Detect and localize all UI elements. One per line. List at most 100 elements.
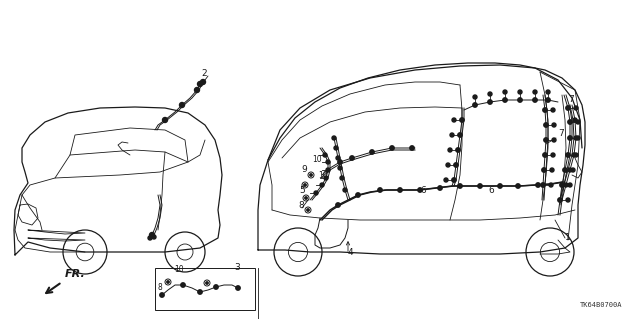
Circle shape — [541, 183, 545, 187]
Circle shape — [338, 166, 342, 170]
Circle shape — [350, 156, 354, 160]
Circle shape — [314, 191, 318, 195]
Circle shape — [533, 90, 537, 94]
Circle shape — [488, 92, 492, 96]
Circle shape — [456, 148, 460, 152]
Circle shape — [200, 79, 205, 85]
Circle shape — [195, 87, 200, 93]
Circle shape — [334, 146, 338, 150]
Circle shape — [550, 168, 554, 172]
Circle shape — [478, 184, 482, 188]
Text: 8: 8 — [158, 283, 163, 292]
Circle shape — [568, 136, 572, 140]
Circle shape — [444, 178, 448, 182]
Circle shape — [340, 176, 344, 180]
Circle shape — [336, 156, 340, 160]
Circle shape — [448, 148, 452, 152]
Text: 6: 6 — [488, 186, 493, 195]
Circle shape — [573, 118, 577, 122]
Circle shape — [418, 188, 422, 192]
Bar — [155, 268, 255, 310]
Circle shape — [552, 138, 556, 142]
Circle shape — [323, 153, 327, 157]
Circle shape — [552, 123, 556, 127]
Circle shape — [452, 118, 456, 122]
Circle shape — [446, 163, 450, 167]
Circle shape — [564, 183, 568, 187]
Circle shape — [536, 183, 540, 187]
Circle shape — [574, 106, 578, 110]
Circle shape — [546, 98, 550, 102]
Circle shape — [544, 138, 548, 142]
Circle shape — [568, 168, 572, 172]
Text: 4: 4 — [348, 248, 354, 257]
Circle shape — [214, 285, 218, 289]
Circle shape — [558, 198, 562, 202]
Circle shape — [546, 90, 550, 94]
Circle shape — [498, 184, 502, 188]
Circle shape — [518, 90, 522, 94]
Circle shape — [378, 188, 382, 192]
Circle shape — [458, 133, 462, 137]
Text: 9: 9 — [301, 165, 307, 174]
Circle shape — [516, 184, 520, 188]
Circle shape — [206, 282, 208, 284]
Circle shape — [571, 168, 575, 172]
Circle shape — [450, 133, 454, 137]
Text: 7: 7 — [568, 95, 573, 104]
Circle shape — [452, 178, 456, 182]
Circle shape — [503, 98, 507, 102]
Circle shape — [370, 150, 374, 154]
Circle shape — [305, 197, 307, 199]
Text: FR.: FR. — [65, 269, 86, 279]
Circle shape — [563, 168, 567, 172]
Text: 8: 8 — [298, 201, 304, 210]
Circle shape — [543, 108, 547, 112]
Circle shape — [568, 120, 572, 124]
Circle shape — [390, 146, 394, 150]
Text: 1: 1 — [565, 233, 571, 242]
Circle shape — [326, 160, 330, 164]
Circle shape — [338, 160, 342, 164]
Circle shape — [460, 118, 464, 122]
Circle shape — [152, 235, 156, 239]
Circle shape — [356, 193, 360, 197]
Circle shape — [236, 286, 240, 290]
Circle shape — [566, 106, 570, 110]
Text: 10: 10 — [174, 265, 184, 274]
Circle shape — [576, 120, 580, 124]
Circle shape — [398, 188, 402, 192]
Circle shape — [150, 233, 154, 238]
Circle shape — [160, 293, 164, 297]
Circle shape — [488, 100, 492, 104]
Circle shape — [568, 183, 572, 187]
Circle shape — [532, 98, 537, 102]
Circle shape — [549, 183, 553, 187]
Circle shape — [410, 146, 414, 150]
Circle shape — [518, 98, 522, 102]
Text: 3: 3 — [234, 263, 240, 272]
Text: 7: 7 — [558, 129, 564, 138]
Circle shape — [458, 184, 462, 188]
Circle shape — [551, 108, 555, 112]
Circle shape — [574, 136, 578, 140]
Text: 2: 2 — [201, 69, 207, 78]
Circle shape — [198, 81, 202, 86]
Circle shape — [307, 209, 309, 211]
Circle shape — [454, 163, 458, 167]
Circle shape — [198, 290, 202, 294]
Circle shape — [343, 188, 347, 192]
Circle shape — [551, 153, 555, 157]
Circle shape — [326, 168, 330, 172]
Circle shape — [304, 184, 306, 186]
Circle shape — [473, 95, 477, 99]
Circle shape — [566, 153, 570, 157]
Circle shape — [181, 283, 185, 287]
Circle shape — [542, 168, 546, 172]
Circle shape — [473, 103, 477, 107]
Circle shape — [560, 183, 564, 187]
Text: 6: 6 — [420, 186, 426, 195]
Circle shape — [438, 186, 442, 190]
Circle shape — [320, 183, 324, 187]
Circle shape — [576, 136, 580, 140]
